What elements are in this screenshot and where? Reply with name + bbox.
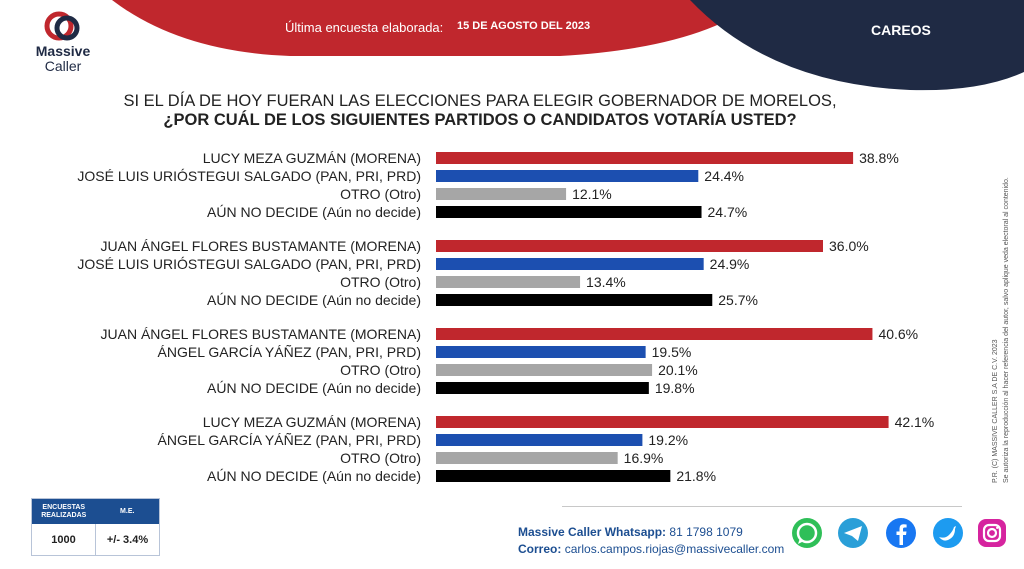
sample-table-header: ENCUESTAS REALIZADAS M.E. bbox=[32, 499, 159, 524]
surveys-value: 1000 bbox=[32, 524, 96, 555]
bar-label: OTRO (Otro) bbox=[340, 274, 421, 290]
bar-label: JUAN ÁNGEL FLORES BUSTAMANTE (MORENA) bbox=[101, 238, 421, 254]
logo-icon bbox=[44, 11, 80, 41]
bar bbox=[436, 152, 854, 164]
bar-label: AÚN NO DECIDE (Aún no decide) bbox=[207, 292, 421, 308]
bar bbox=[436, 470, 671, 482]
telegram-icon[interactable] bbox=[836, 516, 870, 550]
email-address: carlos.campos.riojas@massivecaller.com bbox=[564, 542, 785, 556]
bar bbox=[436, 328, 873, 340]
copyright-line-2: Se autoriza la reproducción al hacer ref… bbox=[1003, 177, 1010, 483]
bar bbox=[436, 346, 646, 358]
whatsapp-contact: Massive Caller Whatsapp: 81 1798 1079 bbox=[518, 525, 743, 539]
facebook-icon[interactable] bbox=[884, 516, 918, 550]
bar-label: JUAN ÁNGEL FLORES BUSTAMANTE (MORENA) bbox=[101, 326, 421, 342]
bar-label: OTRO (Otro) bbox=[340, 362, 421, 378]
sample-table-body: 1000 +/- 3.4% bbox=[32, 524, 159, 555]
bar-label: AÚN NO DECIDE (Aún no decide) bbox=[207, 204, 421, 220]
section-tag: CAREOS bbox=[871, 22, 931, 38]
footer-divider bbox=[562, 506, 962, 507]
bar-value-label: 12.1% bbox=[572, 186, 612, 202]
margin-error-value: +/- 3.4% bbox=[106, 533, 149, 546]
question-line-2: ¿POR CUÁL DE LOS SIGUIENTES PARTIDOS O C… bbox=[163, 111, 797, 129]
question-line-1: SI EL DÍA DE HOY FUERAN LAS ELECCIONES P… bbox=[123, 92, 837, 110]
bar-value-label: 21.8% bbox=[676, 468, 716, 484]
bar bbox=[436, 276, 581, 288]
bar bbox=[436, 416, 889, 428]
bar-value-label: 40.6% bbox=[878, 326, 918, 342]
bar bbox=[436, 294, 713, 306]
whatsapp-icon[interactable] bbox=[790, 516, 824, 550]
bar-value-label: 19.8% bbox=[655, 380, 695, 396]
bar-value-label: 24.4% bbox=[704, 168, 744, 184]
header-background bbox=[112, 0, 1024, 91]
bar-label: OTRO (Otro) bbox=[340, 450, 421, 466]
logo-text-caller: Caller bbox=[44, 58, 82, 74]
bar-label: JOSÉ LUIS URIÓSTEGUI SALGADO (PAN, PRI, … bbox=[77, 168, 421, 184]
bar-value-label: 24.9% bbox=[710, 256, 750, 272]
bar-value-label: 19.2% bbox=[648, 432, 688, 448]
bar-value-label: 36.0% bbox=[829, 238, 869, 254]
whatsapp-number: 81 1798 1079 bbox=[669, 525, 743, 539]
bar-value-label: 25.7% bbox=[718, 292, 758, 308]
bar-label: AÚN NO DECIDE (Aún no decide) bbox=[207, 468, 421, 484]
bar-label: OTRO (Otro) bbox=[340, 186, 421, 202]
sample-table: ENCUESTAS REALIZADAS M.E. 1000 +/- 3.4% bbox=[31, 498, 160, 556]
bar bbox=[436, 188, 567, 200]
bar bbox=[436, 364, 653, 376]
bar-value-label: 16.9% bbox=[624, 450, 664, 466]
bar-label: AÚN NO DECIDE (Aún no decide) bbox=[207, 380, 421, 396]
bar-value-label: 13.4% bbox=[586, 274, 626, 290]
twitter-icon[interactable] bbox=[931, 516, 965, 550]
bar-value-label: 20.1% bbox=[658, 362, 698, 378]
massive-caller-logo: Massive Caller bbox=[28, 10, 98, 73]
bar-label: ÁNGEL GARCÍA YÁÑEZ (PAN, PRI, PRD) bbox=[158, 432, 421, 448]
whatsapp-label: Massive Caller Whatsapp: bbox=[518, 525, 667, 539]
bar-label: ÁNGEL GARCÍA YÁÑEZ (PAN, PRI, PRD) bbox=[158, 344, 421, 360]
bar-value-label: 19.5% bbox=[652, 344, 692, 360]
last-survey-date: 15 DE AGOSTO DEL 2023 bbox=[457, 20, 591, 32]
instagram-icon[interactable] bbox=[975, 516, 1009, 550]
logo-text-massive: Massive bbox=[35, 43, 91, 59]
bar-label: JOSÉ LUIS URIÓSTEGUI SALGADO (PAN, PRI, … bbox=[77, 256, 421, 272]
bar bbox=[436, 452, 618, 464]
header-red-band bbox=[112, 0, 760, 56]
bar bbox=[436, 258, 704, 270]
margin-error-header: M.E. bbox=[120, 507, 135, 515]
bar-label: LUCY MEZA GUZMÁN (MORENA) bbox=[203, 150, 421, 166]
bar bbox=[436, 240, 823, 252]
copyright-line-1: P.R. (C) MASSIVE CALLER S.A DE C.V. 2023 bbox=[992, 339, 999, 483]
header-navy-swoosh bbox=[690, 0, 1024, 91]
copyright-note: P.R. (C) MASSIVE CALLER S.A DE C.V. 2023… bbox=[986, 118, 1016, 483]
bar bbox=[436, 382, 649, 394]
bar bbox=[436, 170, 699, 182]
email-contact: Correo: carlos.campos.riojas@massivecall… bbox=[518, 542, 784, 556]
last-survey-label: Última encuesta elaborada: bbox=[285, 20, 444, 35]
bar-value-label: 42.1% bbox=[895, 414, 935, 430]
bar bbox=[436, 206, 702, 218]
surveys-header: ENCUESTAS REALIZADAS bbox=[41, 503, 87, 519]
bar-label: LUCY MEZA GUZMÁN (MORENA) bbox=[203, 414, 421, 430]
bar-value-label: 24.7% bbox=[708, 204, 748, 220]
email-label: Correo: bbox=[518, 542, 562, 556]
bar bbox=[436, 434, 643, 446]
bar-value-label: 38.8% bbox=[859, 150, 899, 166]
